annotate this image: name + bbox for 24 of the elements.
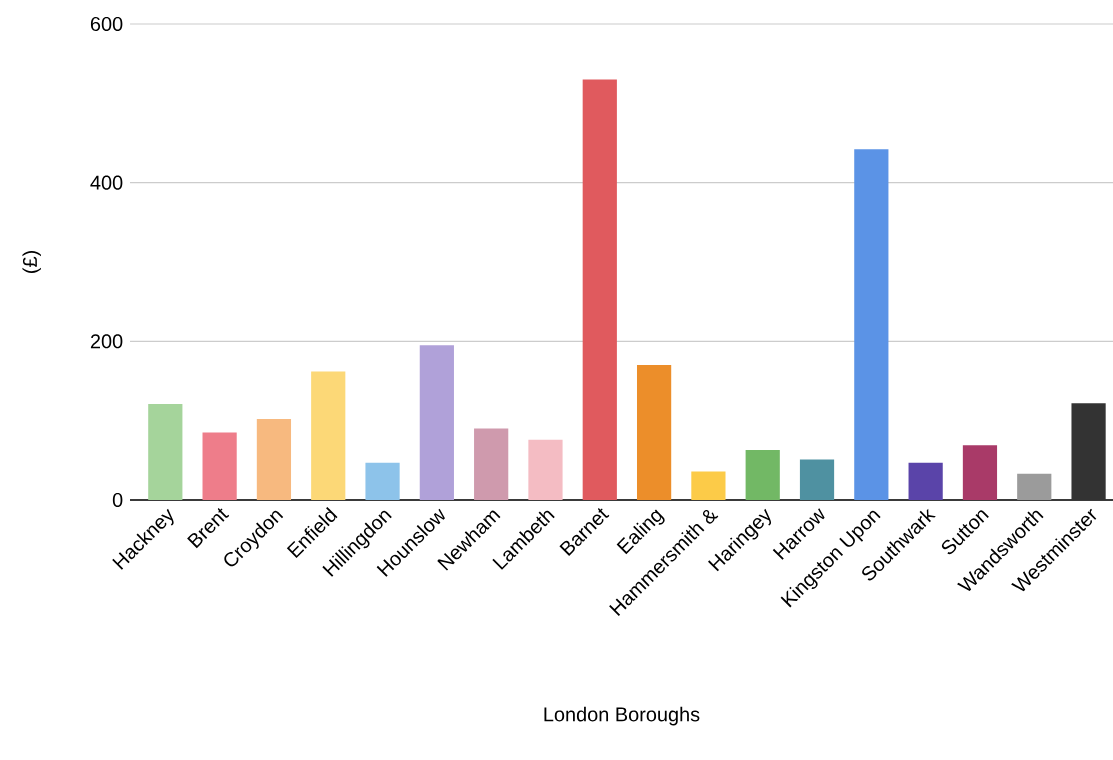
y-axis-title: (£) (22, 251, 41, 273)
bar (1071, 403, 1106, 500)
y-tick-label: 400 (90, 175, 123, 190)
bar (474, 428, 509, 500)
bar (256, 419, 292, 500)
bar (908, 462, 943, 500)
bar (419, 345, 454, 500)
bar (202, 432, 237, 500)
bar (854, 149, 889, 500)
bar (365, 462, 400, 500)
bar (582, 79, 617, 500)
bar (799, 459, 835, 500)
bar (636, 365, 672, 500)
y-tick-label: 600 (90, 16, 123, 32)
bar (528, 439, 563, 500)
bar (148, 403, 183, 500)
y-tick-label: 0 (112, 492, 123, 508)
bar (1017, 473, 1052, 500)
x-axis-title: London Boroughs (544, 706, 700, 726)
bar (691, 471, 726, 500)
y-tick-label: 200 (90, 334, 123, 349)
bar (311, 371, 346, 500)
bar (962, 445, 998, 500)
bar (745, 450, 780, 500)
